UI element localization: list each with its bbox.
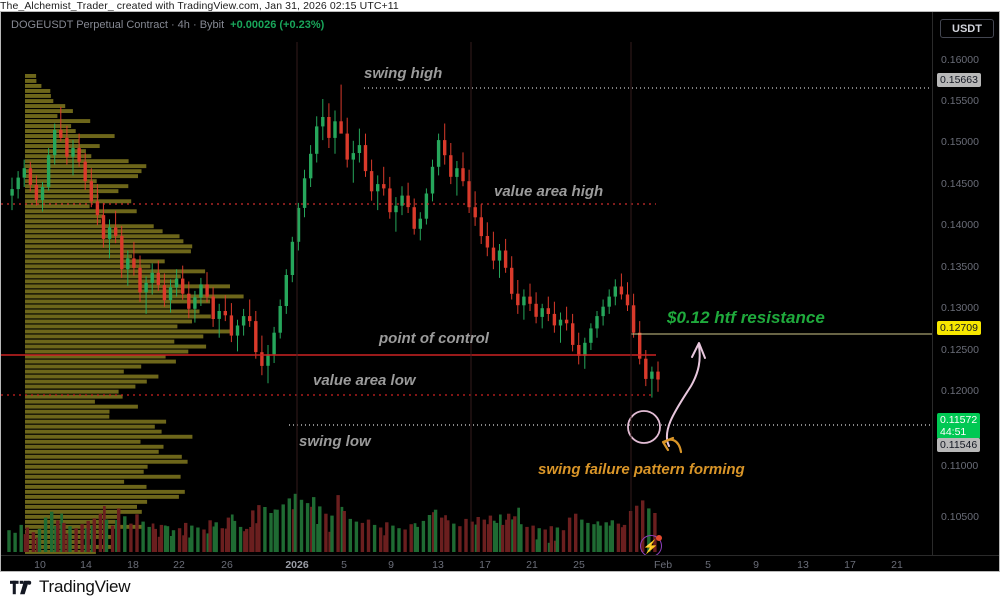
time-tick: Feb — [653, 559, 673, 571]
legend-change: +0.00026 (+0.23%) — [230, 19, 325, 31]
tradingview-logo[interactable]: TradingView — [10, 577, 131, 597]
time-tick: 2026 — [285, 559, 309, 571]
htf-resistance-badge[interactable]: 0.12709 — [937, 321, 981, 335]
legend-symbol: DOGEUSDT Perpetual Contract · 4h · Bybit — [11, 19, 225, 31]
lightning-alert-icon[interactable]: ⚡ — [640, 535, 662, 555]
attribution-text: The_Alchemist_Trader_ created with Tradi… — [0, 0, 1000, 12]
swing-failure-label[interactable]: swing failure pattern forming — [538, 461, 745, 478]
bullish-arrow-marker[interactable] — [665, 345, 701, 447]
point-of-control-label[interactable]: point of control — [379, 330, 489, 347]
time-tick: 18 — [127, 559, 139, 571]
last-price-badge[interactable]: 0.11572 44:51 — [937, 413, 981, 439]
time-tick: 17 — [479, 559, 491, 571]
price-tick: 0.14500 — [941, 178, 979, 190]
time-tick: 5 — [705, 559, 711, 571]
swing-low-label[interactable]: swing low — [299, 433, 371, 450]
drawing-overlay[interactable] — [1, 12, 932, 555]
time-tick: 22 — [173, 559, 185, 571]
price-tick: 0.10500 — [941, 511, 979, 523]
price-tick: 0.13000 — [941, 302, 979, 314]
badge-price: 0.15663 — [940, 74, 978, 86]
badge-price: 0.11572 — [940, 414, 978, 426]
price-tick: 0.15000 — [941, 136, 979, 148]
price-tick: 0.16000 — [941, 54, 979, 66]
time-tick: 14 — [80, 559, 92, 571]
time-tick: 9 — [388, 559, 394, 571]
badge-price: 0.11546 — [940, 439, 978, 451]
prev-close-badge[interactable]: 0.15663 — [937, 73, 981, 87]
tradingview-mark-icon — [10, 580, 32, 594]
price-tick: 0.11000 — [941, 460, 979, 472]
lightning-glyph: ⚡ — [642, 538, 660, 554]
price-tick: 0.12000 — [941, 385, 979, 397]
price-tick: 0.13500 — [941, 261, 979, 273]
time-tick: 26 — [221, 559, 233, 571]
candlestick-series — [7, 74, 660, 554]
time-tick: 5 — [341, 559, 347, 571]
sfp-circle-marker[interactable] — [627, 410, 661, 444]
price-scale[interactable]: USDT 0.16000 0.15500 0.15000 0.14500 0.14000… — [932, 12, 999, 555]
time-tick: 13 — [797, 559, 809, 571]
time-tick: 25 — [573, 559, 585, 571]
time-tick: 9 — [753, 559, 759, 571]
value-area-low-label[interactable]: value area low — [313, 372, 416, 389]
time-tick: 10 — [34, 559, 46, 571]
swing-high-label[interactable]: swing high — [364, 65, 443, 82]
settlement-badge[interactable]: 0.11546 — [937, 438, 981, 452]
alert-dot-icon — [656, 535, 662, 541]
value-area-high-label[interactable]: value area high — [494, 183, 604, 200]
time-scale[interactable]: 10 14 18 22 26 2026 5 9 13 17 21 25 Feb 5 9 13 17 21 — [1, 555, 999, 571]
time-tick: 21 — [526, 559, 538, 571]
htf-resistance-label[interactable]: $0.12 htf resistance — [667, 308, 825, 327]
price-tick: 0.14000 — [941, 219, 979, 231]
badge-price: 0.12709 — [940, 322, 978, 334]
price-scale-unit[interactable]: USDT — [940, 19, 994, 38]
time-tick: 21 — [891, 559, 903, 571]
chart-window: DOGEUSDT Perpetual Contract · 4h · Bybit… — [0, 11, 1000, 572]
time-tick: 13 — [432, 559, 444, 571]
price-pane[interactable]: DOGEUSDT Perpetual Contract · 4h · Bybit… — [1, 12, 932, 555]
time-tick: 17 — [844, 559, 856, 571]
chart-legend[interactable]: DOGEUSDT Perpetual Contract · 4h · Bybit… — [11, 18, 324, 32]
footer: TradingView — [0, 574, 1000, 600]
price-tick: 0.12500 — [941, 344, 979, 356]
badge-countdown: 44:51 — [940, 426, 967, 438]
tradingview-wordmark: TradingView — [39, 577, 131, 596]
price-tick: 0.15500 — [941, 95, 979, 107]
